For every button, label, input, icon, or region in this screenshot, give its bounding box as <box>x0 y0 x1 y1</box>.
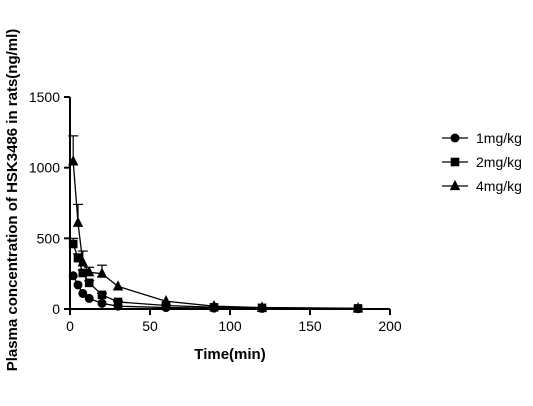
y-tick-label: 500 <box>37 230 61 246</box>
legend-entry: 4mg/kg <box>442 178 522 194</box>
y-tick-label: 1000 <box>29 160 60 176</box>
data-point <box>77 256 88 267</box>
x-axis: 0 50 100 150 200 <box>66 308 402 334</box>
x-tick-label: 150 <box>298 318 322 334</box>
data-point <box>73 253 83 263</box>
data-point <box>97 298 107 308</box>
series-line <box>72 161 359 309</box>
x-tick-label: 200 <box>378 318 402 334</box>
data-point <box>84 293 94 303</box>
data-point <box>78 288 88 298</box>
data-point <box>161 301 171 310</box>
data-point <box>84 266 95 277</box>
x-tick-label: 0 <box>66 318 74 334</box>
legend-marker <box>449 179 461 191</box>
legend-label: 2mg/kg <box>476 154 522 170</box>
data-point <box>113 297 123 307</box>
x-tick-label: 100 <box>218 318 242 334</box>
data-point <box>68 239 78 249</box>
legend-label: 4mg/kg <box>476 178 522 194</box>
data-point <box>72 216 84 227</box>
data-point <box>97 290 107 300</box>
x-tick-label: 50 <box>142 318 158 334</box>
y-axis-title: Plasma concentration of HSK3486 in rats(… <box>4 29 21 372</box>
plot-area <box>68 135 364 314</box>
data-point <box>112 280 124 291</box>
x-axis-title: Time(min) <box>194 346 265 363</box>
legend-marker <box>450 133 460 143</box>
data-point <box>73 280 83 290</box>
legend-marker <box>450 157 460 167</box>
legend: 1mg/kg 2mg/kg 4mg/kg <box>442 130 522 194</box>
data-point <box>84 278 94 288</box>
data-point <box>96 267 108 278</box>
y-axis: 0 500 1000 1500 <box>29 89 71 317</box>
y-tick-label: 1500 <box>29 89 60 105</box>
series-2 <box>68 135 364 313</box>
legend-label: 1mg/kg <box>476 130 522 146</box>
series-1 <box>68 237 363 313</box>
data-point <box>78 268 88 278</box>
y-tick-label: 0 <box>52 301 60 317</box>
legend-entry: 2mg/kg <box>442 154 522 170</box>
data-point <box>208 299 220 311</box>
legend-entry: 1mg/kg <box>442 130 522 146</box>
data-point <box>160 295 172 306</box>
